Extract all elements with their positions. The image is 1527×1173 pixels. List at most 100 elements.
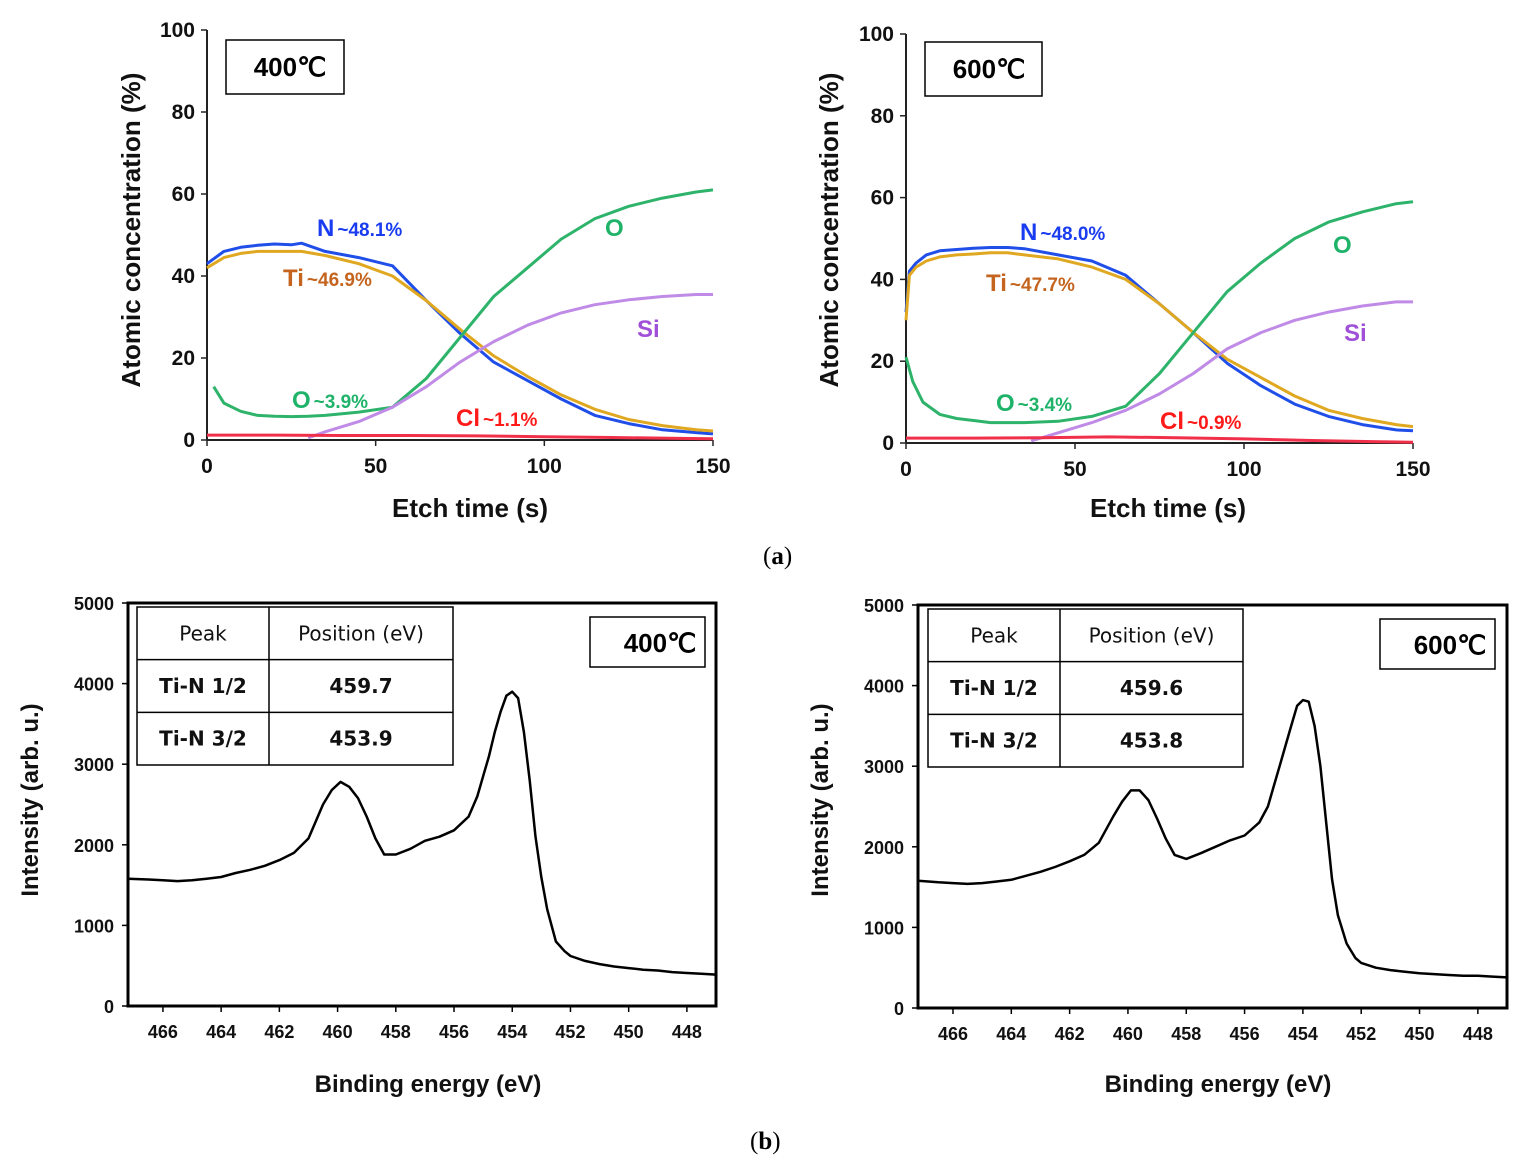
y-tick-label: 0 — [104, 997, 114, 1017]
series-label-element: O — [292, 387, 311, 414]
plot-frame — [126, 601, 718, 1008]
x-tick-label: 0 — [900, 458, 912, 481]
x-tick-label: 460 — [1113, 1024, 1143, 1044]
caption-a: (a) — [763, 543, 793, 570]
y-tick-label: 4000 — [864, 677, 904, 697]
series-label-element: Ti — [986, 270, 1007, 297]
caption-b: (b) — [750, 1128, 781, 1155]
x-tick-label: 464 — [996, 1024, 1026, 1044]
series-label-o2: O ~3.9% — [292, 387, 368, 414]
plot-frame — [916, 603, 1509, 1010]
x-tick-label: 464 — [206, 1022, 236, 1042]
table-header-peak: Peak — [179, 621, 227, 645]
x-tick-label: 454 — [497, 1022, 527, 1042]
x-tick-label: 462 — [1055, 1024, 1085, 1044]
y-axis-title: Intensity (arb. u.) — [807, 703, 834, 896]
x-tick-label: 150 — [1395, 458, 1430, 481]
x-tick-label: 450 — [614, 1022, 644, 1042]
y-tick-label: 80 — [871, 105, 894, 128]
table-cell-position: 453.8 — [1120, 729, 1183, 753]
chart-xps-600: 0 1000 2000 3000 4000 5000 466 464 462 460 458 456 4… — [807, 596, 1509, 1098]
table-header-position: Position (eV) — [1089, 623, 1215, 647]
series-label-value: ~0.9% — [1187, 413, 1242, 434]
series-label-element: N — [317, 215, 334, 242]
y-tick-label: 1000 — [74, 916, 114, 936]
series-label-value: ~3.4% — [1018, 395, 1073, 416]
table-cell-position: 459.7 — [329, 674, 392, 698]
temperature-box — [225, 39, 345, 95]
x-tick-label: 456 — [1230, 1024, 1260, 1044]
series-label-element: Si — [1344, 320, 1367, 347]
x-tick-label: 50 — [364, 455, 387, 478]
series-line-si — [307, 293, 713, 440]
table-cell-peak: Ti-N 3/2 — [159, 727, 247, 751]
peak-table — [136, 606, 454, 766]
series-label-ti: Ti ~47.7% — [986, 270, 1075, 297]
series-label-o2: O ~3.4% — [996, 390, 1072, 417]
series-label-o: O — [1333, 232, 1352, 259]
peak-table — [927, 608, 1244, 768]
series-label-element: O — [1333, 232, 1352, 259]
temperature-label: 600℃ — [1414, 630, 1487, 660]
table-cell-position: 453.9 — [329, 727, 392, 751]
y-tick-label: 40 — [172, 265, 195, 288]
table-header-peak: Peak — [970, 623, 1018, 647]
series-line-ti-2p — [917, 698, 1508, 979]
y-tick-label: 2000 — [74, 836, 114, 856]
series-line-ti — [206, 249, 714, 433]
y-tick-label: 4000 — [74, 675, 114, 695]
series-label-n: N ~48.1% — [317, 215, 402, 242]
series-label-element: Cl — [1160, 408, 1184, 435]
series-line-ti — [904, 251, 1414, 429]
y-tick-label: 1000 — [864, 918, 904, 938]
series-line-o — [904, 200, 1414, 425]
y-tick-label: 20 — [871, 350, 894, 373]
x-tick-label: 454 — [1288, 1024, 1318, 1044]
series-label-ti: Ti ~46.9% — [283, 265, 372, 292]
x-axis-title: Binding energy (eV) — [315, 1071, 542, 1098]
x-tick-label: 100 — [527, 455, 562, 478]
x-tick-label: 150 — [695, 455, 730, 478]
temperature-label: 400℃ — [254, 52, 327, 82]
temperature-box — [1379, 618, 1496, 670]
x-tick-label: 100 — [1226, 458, 1261, 481]
x-tick-label: 460 — [323, 1022, 353, 1042]
series-line-ti-2p — [127, 690, 717, 976]
y-tick-label: 0 — [183, 429, 195, 452]
table-cell-position: 459.6 — [1120, 676, 1183, 700]
series-label-value: ~1.1% — [483, 410, 538, 431]
x-tick-label: 466 — [148, 1022, 178, 1042]
y-axis-title: Atomic concentration (%) — [814, 73, 844, 388]
series-label-element: O — [605, 215, 624, 242]
series-line-n — [206, 241, 714, 436]
y-tick-label: 5000 — [864, 596, 904, 616]
series-label-element: Cl — [456, 405, 480, 432]
x-axis-title: Etch time (s) — [392, 493, 548, 523]
table-cell-peak: Ti-N 1/2 — [950, 676, 1038, 700]
series-label-value: ~46.9% — [307, 270, 372, 291]
x-tick-label: 50 — [1063, 458, 1086, 481]
series-label-value: ~48.1% — [337, 220, 402, 241]
y-tick-label: 60 — [871, 187, 894, 210]
y-tick-label: 5000 — [74, 594, 114, 614]
temperature-label: 400℃ — [624, 628, 697, 658]
x-tick-label: 448 — [1463, 1024, 1493, 1044]
series-label-si: Si — [637, 316, 660, 343]
series-label-value: ~47.7% — [1010, 275, 1075, 296]
x-tick-label: 458 — [381, 1022, 411, 1042]
x-tick-label: 458 — [1171, 1024, 1201, 1044]
chart-depth-400: 0 20 40 60 80 100 0 50 100 150 Etch time (s) Atomic… — [116, 19, 731, 523]
x-tick-label: 462 — [264, 1022, 294, 1042]
y-tick-label: 2000 — [864, 838, 904, 858]
y-tick-label: 3000 — [74, 755, 114, 775]
series-label-element: O — [996, 390, 1015, 417]
chart-depth-600: 0 20 40 60 80 100 0 50 100 150 Etch time (s) Atomic… — [814, 23, 1431, 523]
series-label-element: N — [1020, 219, 1037, 246]
series-line-n — [904, 246, 1414, 433]
series-line-cl — [207, 433, 714, 441]
series-line-o — [212, 188, 714, 419]
series-label-o: O — [605, 215, 624, 242]
series-line-cl — [906, 435, 1414, 444]
series-label-element: Ti — [283, 265, 304, 292]
